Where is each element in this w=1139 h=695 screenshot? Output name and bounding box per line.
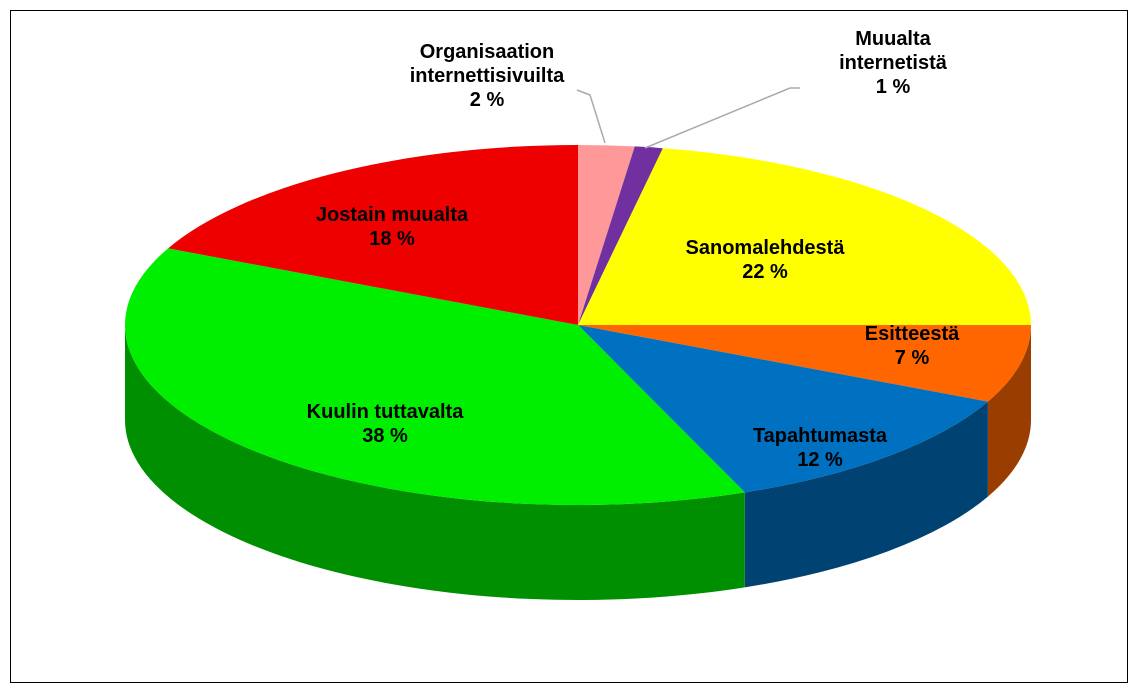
label-name: Esitteestä: [864, 323, 960, 345]
pie-side: [125, 325, 745, 600]
label-value: 1 %: [875, 76, 911, 98]
label-value: 22 %: [742, 261, 788, 283]
pie-slice: [168, 145, 578, 325]
pie-slice: [578, 146, 663, 325]
label-value: 38 %: [362, 425, 408, 447]
label-value: 7 %: [894, 347, 930, 369]
label-name: Kuulin tuttavalta: [306, 401, 464, 423]
data-label: Sanomalehdestä 22 %: [615, 236, 915, 284]
label-name: Muualta internetistä: [839, 28, 947, 74]
pie-slice: [578, 325, 988, 493]
data-label: Tapahtumasta 12 %: [710, 424, 930, 472]
label-value: 12 %: [797, 449, 843, 471]
label-name: Organisaation internettisivuilta: [409, 41, 565, 87]
data-label: Kuulin tuttavalta 38 %: [235, 400, 535, 448]
pie-slice: [578, 148, 1031, 325]
data-label: Organisaation internettisivuilta 2 %: [387, 40, 587, 112]
pie-slice: [578, 325, 1031, 402]
pie-slice: [124, 248, 745, 506]
data-label: Muualta internetistä 1 %: [823, 27, 963, 99]
pie-side: [987, 325, 1031, 497]
data-label: Esitteestä 7 %: [812, 322, 1012, 370]
label-name: Sanomalehdestä: [685, 237, 845, 259]
chart-border: [10, 10, 1128, 683]
leader-line: [576, 89, 606, 144]
label-name: Jostain muualta: [315, 204, 469, 226]
data-label: Jostain muualta 18 %: [242, 203, 542, 251]
leader-line: [644, 87, 800, 149]
pie-slice: [578, 145, 635, 325]
label-value: 2 %: [469, 89, 505, 111]
label-value: 18 %: [369, 228, 415, 250]
label-name: Tapahtumasta: [752, 425, 888, 447]
pie-side: [744, 401, 988, 588]
